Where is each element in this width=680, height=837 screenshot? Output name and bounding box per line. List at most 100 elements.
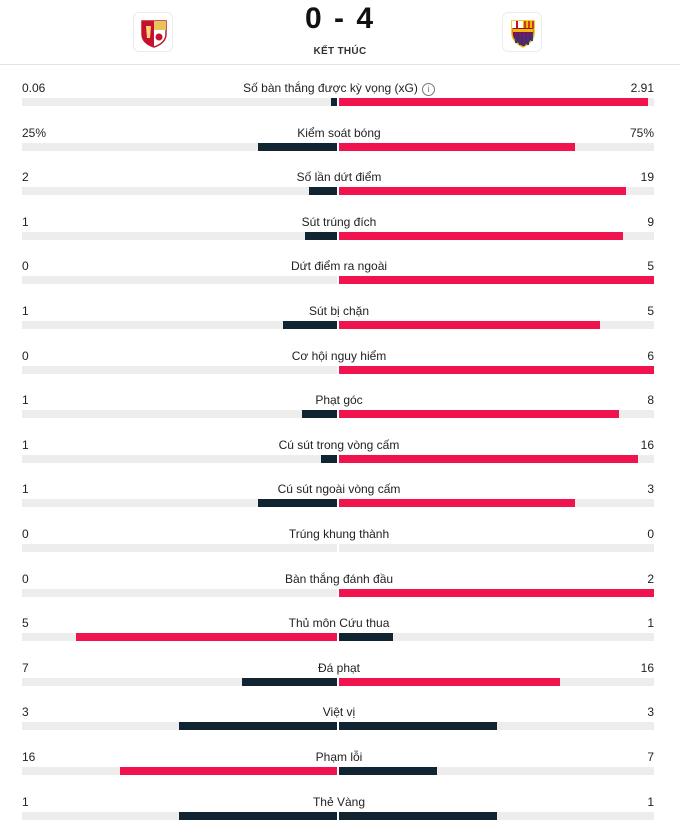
away-stat-bar xyxy=(339,588,654,597)
away-stat-bar-track xyxy=(339,231,654,240)
home-stat-value: 1 xyxy=(22,393,29,408)
stat-label: Dứt điểm ra ngoài xyxy=(0,259,678,273)
away-stat-bar-track xyxy=(339,722,654,731)
home-stat-value: 1 xyxy=(22,303,29,318)
home-stat-value: 0 xyxy=(22,571,29,586)
away-stat-bar xyxy=(339,677,560,686)
home-stat-value: 0 xyxy=(22,526,29,541)
away-stat-value: 5 xyxy=(647,303,654,318)
stat-label-text: Sút bị chặn xyxy=(308,303,370,318)
stat-label: Cú sút trong vòng cấm xyxy=(0,438,678,452)
stat-label: Sút trúng đích xyxy=(0,215,678,229)
home-stat-bar xyxy=(258,499,337,508)
stat-label: Thủ môn Cứu thua xyxy=(0,616,678,630)
away-stat-bar-track xyxy=(339,677,654,686)
stat-label-text: Cú sút ngoài vòng cấm xyxy=(277,482,401,497)
home-stat-bar-track xyxy=(22,499,337,508)
away-stat-value: 5 xyxy=(647,259,654,274)
stat-label: Cơ hội nguy hiểm xyxy=(0,349,678,363)
away-stat-bar xyxy=(339,722,497,731)
home-stat-bar xyxy=(309,187,337,196)
away-stat-value: 1 xyxy=(647,794,654,809)
away-stat-bar-track xyxy=(339,187,654,196)
away-stat-bar xyxy=(339,142,575,151)
home-stat-bar-track xyxy=(22,811,337,820)
stat-label: Trúng khung thành xyxy=(0,527,678,541)
home-stat-bar xyxy=(179,722,337,731)
away-stat-bar-track xyxy=(339,410,654,419)
home-stat-bar-track xyxy=(22,766,337,775)
home-stat-value: 7 xyxy=(22,660,29,675)
stat-row: 1 Cú sút trong vòng cấm 16 xyxy=(0,423,680,468)
home-stat-value: 0 xyxy=(22,259,29,274)
home-stat-bar-track xyxy=(22,187,337,196)
home-stat-bar-track xyxy=(22,98,337,106)
home-stat-bar xyxy=(331,98,337,106)
home-stat-bar xyxy=(321,454,337,463)
stat-label-text: Kiểm soát bóng xyxy=(297,125,381,140)
stat-row: 5 Thủ môn Cứu thua 1 xyxy=(0,601,680,646)
stat-label-text: Phạm lỗi xyxy=(315,749,363,764)
stat-row: 0 Cơ hội nguy hiểm 6 xyxy=(0,334,680,379)
stat-row: 16 Phạm lỗi 7 xyxy=(0,735,680,780)
away-stat-value: 19 xyxy=(640,170,654,185)
away-stat-value: 3 xyxy=(647,705,654,720)
home-stat-value: 1 xyxy=(22,214,29,229)
home-stat-value: 3 xyxy=(22,705,29,720)
stat-label: Bàn thắng đánh đầu xyxy=(0,572,678,586)
stat-label: Đá phạt xyxy=(0,661,678,675)
home-stat-bar-track xyxy=(22,588,337,597)
home-stat-bar-track xyxy=(22,231,337,240)
away-stat-bar-track xyxy=(339,320,654,329)
away-stat-bar-track xyxy=(339,365,654,374)
away-stat-bar-track xyxy=(339,142,654,151)
stat-label-text: Trúng khung thành xyxy=(288,526,390,541)
stat-label: Phạt góc xyxy=(0,393,678,407)
stat-row: 0 Trúng khung thành 0 xyxy=(0,512,680,557)
home-stat-value: 1 xyxy=(22,437,29,452)
stat-label-text: Thẻ Vàng xyxy=(312,794,366,809)
home-stat-bar-track xyxy=(22,722,337,731)
away-stat-value: 2.91 xyxy=(630,81,654,95)
stat-label-text: Số lần dứt điểm xyxy=(296,170,382,185)
home-stat-bar-track xyxy=(22,142,337,151)
away-stat-bar xyxy=(339,499,575,508)
match-header: 0 - 4 KẾT THÚC xyxy=(0,0,680,64)
home-stat-bar xyxy=(302,410,337,419)
away-stat-bar xyxy=(339,633,393,642)
info-icon[interactable]: i xyxy=(421,83,435,96)
home-stat-value: 2 xyxy=(22,170,29,185)
home-stat-bar xyxy=(305,231,337,240)
stat-label-text: Sút trúng đích xyxy=(301,214,377,229)
stat-label: Số bàn thắng được kỳ vọng (xG) i xyxy=(0,81,678,96)
away-stat-bar-track xyxy=(339,98,654,106)
home-stat-bar-track xyxy=(22,633,337,642)
home-stat-bar xyxy=(179,811,337,820)
home-stat-bar xyxy=(258,142,337,151)
home-stat-value: 16 xyxy=(22,749,36,764)
stat-row: 1 Sút bị chặn 5 xyxy=(0,289,680,334)
away-stat-bar-track xyxy=(339,543,654,552)
home-team-crest[interactable] xyxy=(133,12,173,52)
away-stat-bar-track xyxy=(339,454,654,463)
away-stat-value: 16 xyxy=(640,437,654,452)
away-team-crest[interactable] xyxy=(502,12,542,52)
header-divider xyxy=(0,64,680,65)
away-stat-value: 6 xyxy=(647,348,654,363)
away-stat-bar xyxy=(339,187,626,196)
away-stat-bar xyxy=(339,276,654,285)
stat-row: 0 Bàn thắng đánh đầu 2 xyxy=(0,557,680,602)
stat-label: Cú sút ngoài vòng cấm xyxy=(0,482,678,496)
away-stat-bar-track xyxy=(339,811,654,820)
away-stat-bar xyxy=(339,811,497,820)
stats-list: 0.06 Số bàn thắng được kỳ vọng (xG) i 2.91 2… xyxy=(0,66,680,824)
stat-label: Số lần dứt điểm xyxy=(0,170,678,184)
away-stat-value: 0 xyxy=(647,526,654,541)
away-stat-bar xyxy=(339,320,600,329)
home-stat-bar-track xyxy=(22,365,337,374)
away-stat-bar xyxy=(339,410,619,419)
away-stat-value: 75% xyxy=(629,125,654,140)
stat-label: Thẻ Vàng xyxy=(0,795,678,809)
stat-label-text: Dứt điểm ra ngoài xyxy=(290,259,388,274)
stat-row: 3 Việt vị 3 xyxy=(0,690,680,735)
